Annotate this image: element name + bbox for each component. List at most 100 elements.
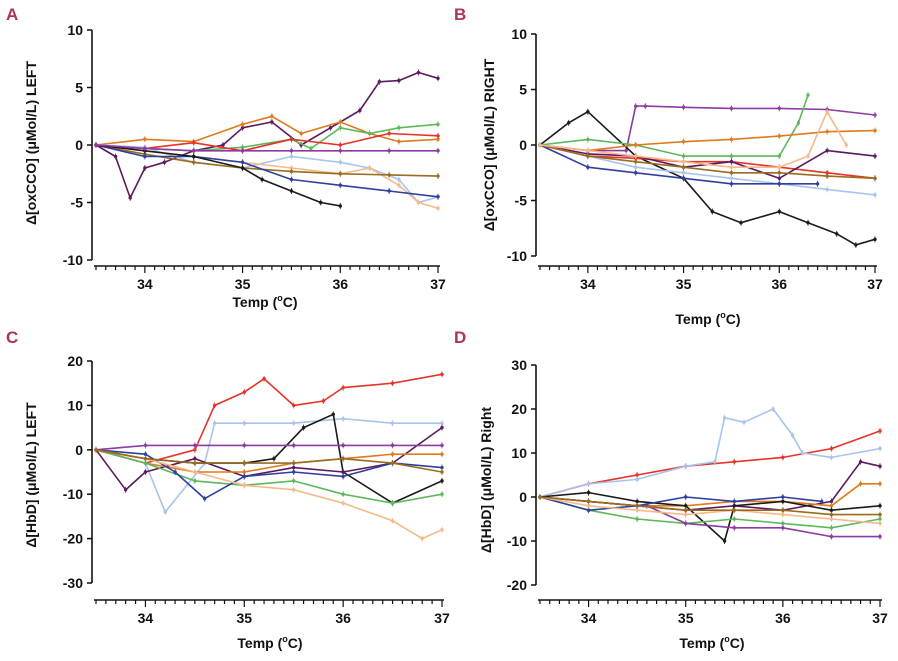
data-point [820,499,824,504]
data-point [240,166,245,170]
data-point [390,421,395,425]
data-point [829,455,834,460]
data-point [681,105,686,109]
data-point [586,490,591,495]
series-line-2 [95,115,439,146]
data-point [829,499,834,504]
data-point [390,501,395,505]
data-point [790,433,795,438]
data-point [806,154,810,158]
series-line-9 [539,144,876,180]
data-point [387,189,391,193]
data-point [732,460,736,464]
data-point [825,174,829,178]
data-point [341,456,345,461]
data-point [193,479,197,483]
data-point [289,149,294,153]
data-point [440,421,444,425]
series-line-4 [95,132,439,152]
data-point [338,183,342,187]
data-point [301,425,306,430]
data-point [878,517,882,521]
y-tick-label: 0 [75,137,83,153]
series-line-10 [95,449,443,473]
series-line-5 [95,144,439,204]
y-tick-label: 5 [75,80,83,96]
data-point [635,504,639,508]
data-point [192,160,196,164]
panel-d: D Δ[HbD] (μMol/L) Right Temp (oC) -20 -10… [454,328,888,651]
data-point [684,504,688,508]
data-point [777,182,781,186]
data-point [390,452,395,456]
data-point [321,399,326,403]
data-point [440,425,444,430]
data-point [635,473,639,477]
y-axis-title-d: Δ[HbD] (μMol/L) Right [478,407,494,553]
data-point [240,149,245,153]
data-point [338,149,342,153]
data-point [440,443,444,448]
data-point [436,174,440,178]
data-point [193,443,197,448]
x-tick-label: 35 [678,610,694,626]
data-point [777,165,781,169]
x-tick-label: 36 [335,610,351,626]
data-point [586,504,591,508]
y-tick-label: -20 [507,577,527,593]
data-point [331,412,335,416]
data-point [270,114,274,118]
data-point [635,517,639,521]
y-axis-title-b: Δ[oxCCO] (μMol/L) RIGHT [481,58,497,231]
data-point [878,446,882,451]
y-tick-label: 0 [519,489,527,505]
data-point [806,221,810,225]
data-point [292,470,296,474]
data-point [873,237,877,242]
x-tick-label: 36 [771,276,787,292]
data-point [873,176,877,180]
data-point [635,508,639,512]
data-point [289,154,294,159]
data-point [825,148,829,153]
data-point [193,470,197,474]
x-tick-label: 34 [138,610,154,626]
data-point [440,492,444,496]
series-line-5 [95,444,442,451]
series-line-10 [539,496,880,516]
data-point [143,461,148,465]
data-point [143,470,148,474]
data-point [440,528,444,532]
data-point [173,470,177,474]
data-point [397,177,401,182]
data-point [722,539,727,543]
data-point [729,171,734,175]
x-axis-title-d: Temp (oC) [679,634,744,651]
data-point [586,154,590,158]
data-point [586,508,591,512]
y-tick-label: 10 [511,26,527,42]
data-point [242,421,246,425]
data-point [387,149,391,153]
data-point [781,499,785,504]
data-point [242,461,246,465]
data-point [338,160,342,164]
data-point [681,171,686,175]
data-point [732,508,736,512]
data-point [440,452,444,456]
data-point [829,534,834,539]
data-point [390,461,395,465]
data-point [203,496,207,501]
data-point [341,417,345,421]
data-point [634,159,638,164]
y-tick-label: 20 [511,401,527,417]
data-point [781,495,785,499]
data-point [586,165,590,169]
x-tick-label: 34 [580,276,596,292]
data-point [681,176,686,180]
x-tick-label: 36 [332,276,348,292]
data-point [781,526,785,530]
data-point [338,172,342,176]
panel-letter-a: A [6,5,18,24]
data-point [729,106,734,111]
